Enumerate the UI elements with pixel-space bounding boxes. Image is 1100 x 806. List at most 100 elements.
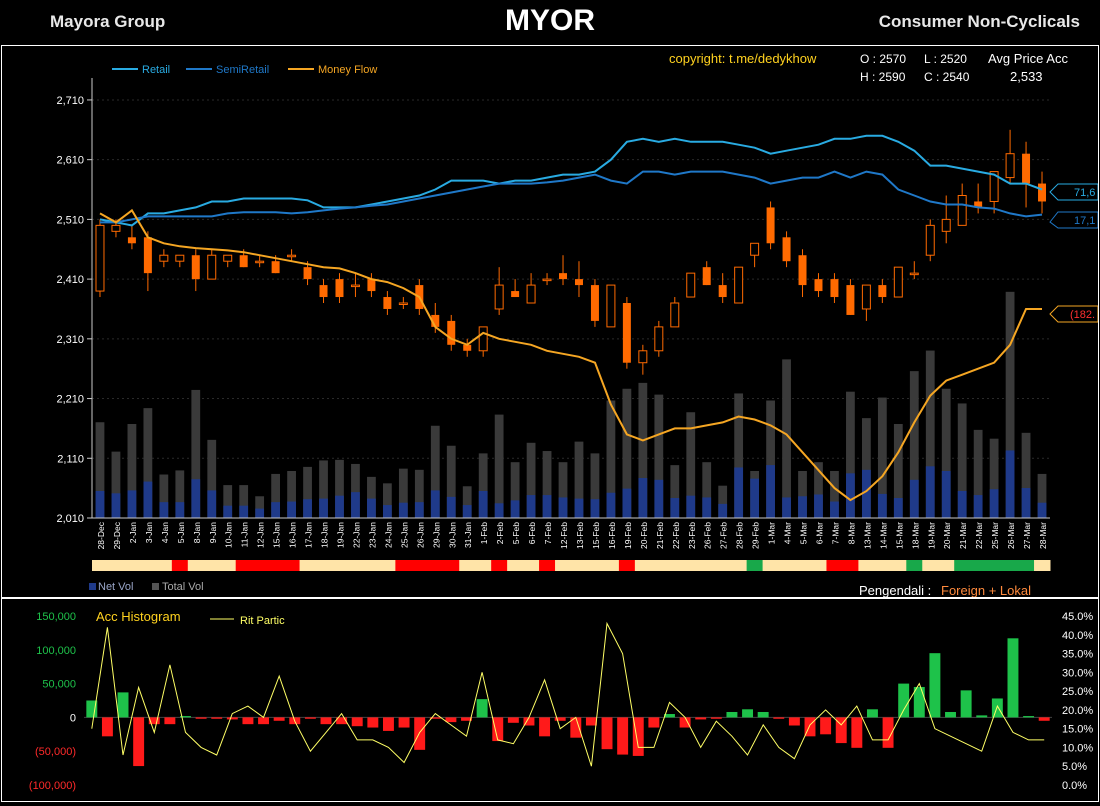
net-vol-bar [319, 498, 328, 518]
legend-netvol: Net Vol [98, 581, 133, 593]
x-tick-label: 21-Mar [958, 522, 968, 549]
total-vol-bar [1021, 432, 1031, 518]
candle [207, 249, 217, 280]
x-tick-label: 21-Feb [655, 522, 665, 549]
candle [861, 284, 871, 321]
total-vol-bar [271, 473, 281, 518]
total-vol-bar [430, 425, 440, 518]
net-vol-bar [127, 490, 137, 518]
total-vol-bar [191, 389, 201, 518]
net-vol-bar [830, 501, 839, 518]
net-vol-bar [846, 473, 855, 518]
flag-cell [187, 560, 205, 571]
hist-bar [367, 717, 379, 728]
hist-bar [211, 717, 223, 719]
net-vol-bar [590, 499, 600, 518]
hist-bar [320, 717, 332, 725]
net-vol-bar [1037, 502, 1047, 518]
candle [319, 279, 328, 303]
total-vol-bar [909, 371, 919, 518]
x-tick-label: 18-Mar [910, 522, 920, 549]
series-line-money-flow [99, 208, 1042, 502]
y-tick-label: 2,110 [57, 453, 84, 465]
flag-cell [794, 560, 811, 571]
flag-cell [555, 560, 572, 571]
net-vol-bar [574, 498, 584, 518]
flag-cell [251, 560, 269, 571]
flag-cell [922, 560, 939, 571]
price-panel: 2,010 2,110 2,210 2,310 2,410 2,510 2,610 2,710… [1, 45, 1099, 598]
net-vol-bar [766, 465, 775, 518]
copyright: copyright: t.me/dedykhow [669, 51, 817, 66]
total-vol-bar [111, 451, 121, 518]
x-tick-label: 20-Feb [639, 522, 649, 549]
y-tick-label: 2,710 [56, 95, 84, 107]
total-vol-bar [558, 462, 568, 518]
hist-bar [554, 717, 566, 721]
total-vol-bar [686, 412, 696, 518]
y-tick-label: 2,510 [56, 214, 84, 226]
hist-bar [757, 711, 769, 718]
hist-bar [945, 711, 956, 718]
net-vol-bar [957, 490, 967, 518]
hist-bar [195, 717, 207, 719]
x-tick-label: 15-Jan [272, 522, 282, 548]
total-vol-bar [207, 439, 217, 518]
candle [925, 219, 935, 262]
x-tick-label: 27-Feb [719, 522, 729, 549]
total-vol-bar [766, 400, 775, 518]
hist-bar [804, 717, 816, 737]
total-vol-bar [239, 485, 249, 518]
net-vol-bar [255, 508, 265, 518]
total-vol-bar [159, 474, 169, 518]
flag-cell [443, 560, 460, 571]
hist-bar [445, 717, 457, 723]
hist-bar [429, 717, 441, 719]
net-vol-bar [191, 479, 201, 518]
flag-cell [1034, 560, 1051, 571]
total-vol-bar [398, 468, 408, 518]
candle [383, 291, 392, 315]
hist-bar [788, 717, 800, 726]
flag-cell [123, 560, 141, 571]
total-vol-bar [702, 462, 712, 518]
flag-cell [299, 560, 317, 571]
x-tick-label: 19-Feb [623, 522, 633, 549]
x-tick-label: 29-Dec [112, 521, 122, 549]
flag-cell [858, 560, 875, 571]
x-tick-label: 25-Jan [399, 522, 409, 548]
hist-bar [866, 709, 878, 718]
flag-cell [602, 560, 620, 571]
candle [191, 249, 200, 292]
right-tick-label: 10.0% [1062, 742, 1093, 754]
candle [814, 273, 823, 298]
left-tick-label: 100,000 [36, 645, 76, 657]
right-tick-label: 30.0% [1062, 667, 1093, 679]
flag-cell [331, 560, 348, 571]
net-vol-bar [462, 505, 472, 518]
candle [782, 231, 791, 268]
x-tick-label: 27-Mar [1022, 522, 1032, 549]
y-tick-label: 2,210 [56, 394, 84, 406]
candle [941, 195, 951, 244]
net-vol-bar [175, 502, 185, 518]
avg-price-value: 2,533 [1010, 69, 1043, 84]
candle [638, 344, 648, 375]
x-tick-label: 11-Jan [240, 522, 250, 548]
net-vol-bar [622, 488, 632, 518]
flag-cell [714, 560, 732, 571]
flag-cell [762, 560, 780, 571]
hist-bar [617, 717, 629, 755]
candle [255, 255, 265, 268]
flag-cell [507, 560, 524, 571]
net-vol-bar [909, 479, 919, 518]
hist-bar [1007, 638, 1019, 718]
flag-cell [618, 560, 636, 571]
histogram-chart: 150,000 100,000 50,000 0 (50,000) (100,000) 45… [29, 609, 1094, 792]
flag-cell [235, 560, 253, 571]
flag-cell [810, 560, 827, 571]
net-vol-bar [798, 496, 807, 518]
candle [750, 242, 760, 268]
x-tick-label: 2-Jan [128, 522, 138, 544]
net-vol-bar [925, 466, 935, 518]
